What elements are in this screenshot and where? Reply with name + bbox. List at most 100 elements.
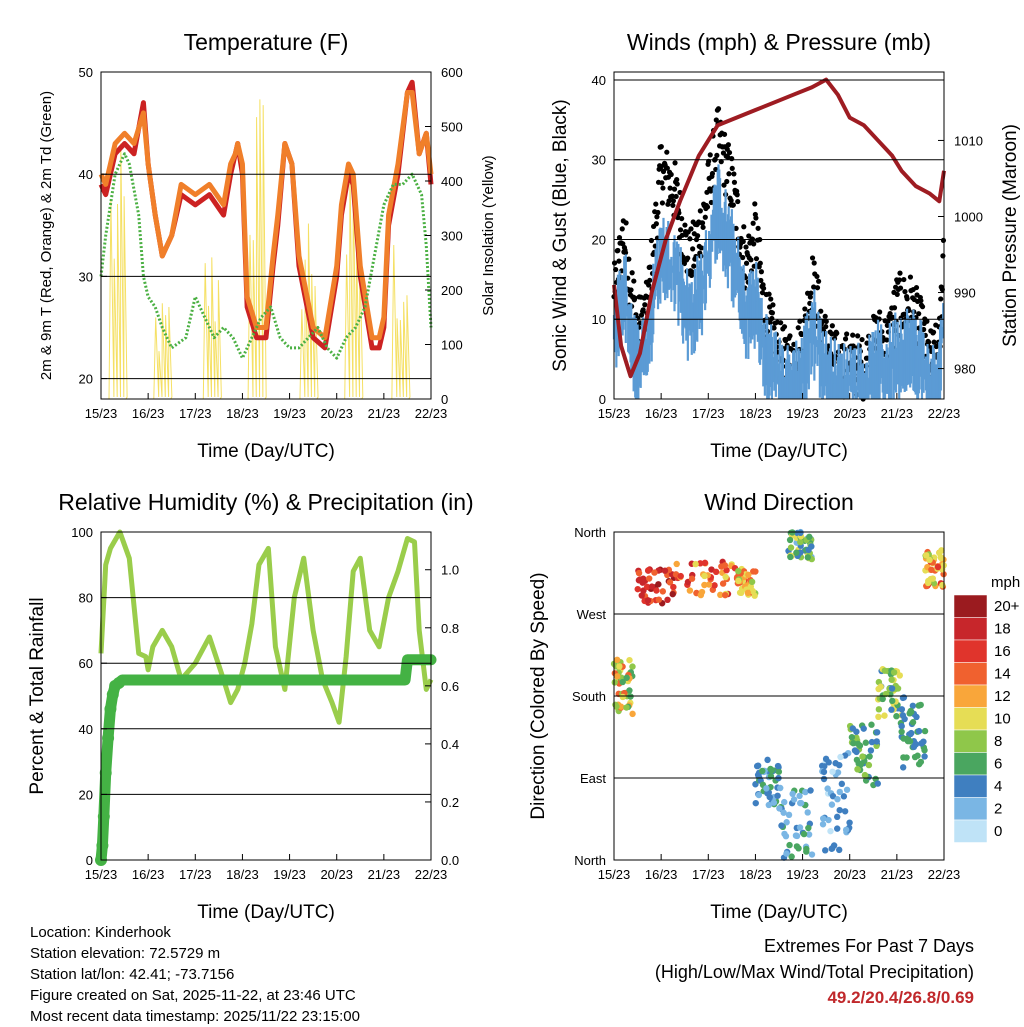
y2-tick-label: 1010 <box>954 133 983 148</box>
direction-point <box>750 568 757 575</box>
direction-point <box>764 756 771 764</box>
direction-point <box>866 753 873 760</box>
gust-point <box>844 331 850 337</box>
gust-point <box>714 152 720 158</box>
gust-point <box>746 233 752 239</box>
gust-point <box>916 311 922 317</box>
direction-point <box>921 727 929 735</box>
pressure-series <box>612 77 946 379</box>
gust-point <box>655 209 661 216</box>
gust-point <box>940 253 946 259</box>
direction-point <box>888 676 895 683</box>
precip-point <box>112 676 125 689</box>
gust-point <box>642 302 648 308</box>
direction-point <box>723 567 730 574</box>
gust-point <box>679 232 685 238</box>
gust-point <box>674 177 680 183</box>
direction-point <box>907 730 914 738</box>
direction-point <box>805 831 813 838</box>
direction-point <box>787 553 794 561</box>
direction-point <box>659 588 667 595</box>
direction-point <box>875 713 882 721</box>
gust-point <box>904 296 910 302</box>
direction-point <box>928 566 935 574</box>
gust-point <box>901 311 908 317</box>
direction-point <box>634 585 641 593</box>
gust-point <box>691 263 697 269</box>
x-tick-label: 18/23 <box>739 406 772 421</box>
direction-point <box>611 679 618 686</box>
gust-point <box>759 290 766 296</box>
gust-point <box>896 277 903 283</box>
direction-point <box>921 746 928 754</box>
gust-point <box>940 237 947 244</box>
direction-point <box>903 754 910 761</box>
direction-point <box>827 827 834 835</box>
gust-point <box>770 302 776 308</box>
direction-point <box>842 826 850 834</box>
direction-point <box>805 824 812 832</box>
direction-point <box>645 567 652 574</box>
x-tick-label: 21/23 <box>881 867 914 882</box>
direction-point <box>881 667 889 674</box>
gust-point <box>926 339 932 345</box>
gust-point <box>667 185 673 191</box>
legend-swatch <box>953 594 988 618</box>
gust-point <box>628 287 634 293</box>
direction-point <box>712 568 720 576</box>
gust-point <box>850 332 856 338</box>
x-tick-label: 22/23 <box>415 406 448 421</box>
direction-point <box>752 799 759 807</box>
gust-point <box>933 343 939 350</box>
y2-axis-label: Station Pressure (Maroon) <box>1000 124 1021 347</box>
gust-point <box>890 314 896 321</box>
direction-point <box>825 759 832 766</box>
precip-point <box>102 732 115 745</box>
direction-point <box>765 801 773 809</box>
direction-point <box>939 581 946 589</box>
gust-point <box>938 296 944 302</box>
direction-point <box>719 580 727 587</box>
direction-point <box>873 738 880 745</box>
y2-tick-label: 0.6 <box>441 679 459 694</box>
gust-point <box>740 238 746 245</box>
direction-point <box>722 573 729 581</box>
station-info: Location: Kinderhook Station elevation: … <box>30 922 360 1027</box>
direction-point <box>721 562 729 569</box>
direction-point <box>879 695 886 703</box>
direction-point <box>795 845 802 852</box>
direction-point <box>711 582 718 589</box>
legend-swatch <box>953 774 988 798</box>
gust-point <box>919 304 926 310</box>
gust-point <box>632 295 638 301</box>
gust-point <box>902 289 908 295</box>
gust-point <box>724 178 730 185</box>
gust-point <box>877 309 883 315</box>
y2-tick-label: 300 <box>441 229 463 244</box>
direction-point <box>787 544 795 551</box>
y-tick-label: South <box>572 689 606 704</box>
gust-point <box>631 278 637 284</box>
direction-point <box>836 788 843 796</box>
recent-text: Most recent data timestamp: 2025/11/22 2… <box>30 1008 360 1025</box>
location-text: Location: Kinderhook <box>30 924 171 941</box>
gust-point <box>687 236 693 242</box>
legend-label: 20+ <box>994 598 1020 615</box>
gust-point <box>682 222 688 228</box>
x-tick-label: 15/23 <box>85 406 118 421</box>
direction-point <box>840 793 848 800</box>
direction-point <box>804 554 811 561</box>
gust-point <box>654 214 660 220</box>
direction-point <box>910 743 918 751</box>
gust-point <box>750 220 756 226</box>
humidity-precip-panel: Relative Humidity (%) & Precipitation (i… <box>27 489 474 923</box>
gust-point <box>859 336 865 343</box>
winds-pressure-panel: Winds (mph) & Pressure (mb) Time (Day/UTC… <box>550 29 1021 462</box>
direction-point <box>783 819 790 826</box>
direction-point <box>766 793 773 801</box>
direction-point <box>686 587 694 594</box>
y-tick-label: 10 <box>592 312 606 327</box>
direction-point <box>614 673 621 680</box>
legend-swatch <box>953 819 988 843</box>
y-tick-label: 0 <box>599 392 606 407</box>
